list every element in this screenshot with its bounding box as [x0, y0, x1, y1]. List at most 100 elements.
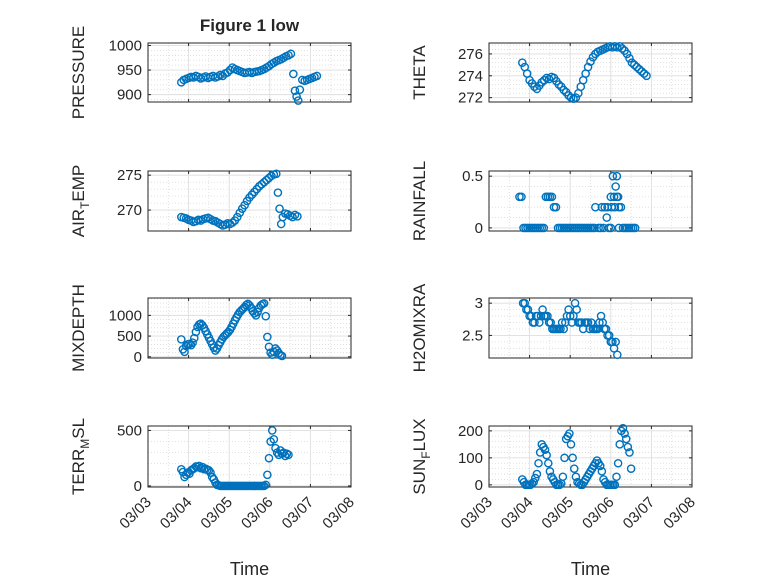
chart-6-point	[282, 449, 292, 459]
chart-2-ylabel-suffix: EMP	[69, 165, 88, 202]
chart-4-point	[176, 335, 186, 344]
chart-1-point	[625, 54, 634, 63]
chart-7-point	[532, 469, 542, 479]
chart-0-point	[289, 69, 298, 79]
chart-2-axes: 270 275 AIRTEMP	[69, 165, 352, 238]
chart-3-point	[612, 171, 622, 181]
chart-2-ylabel-main: AIR	[69, 209, 88, 237]
chart-3-point	[616, 202, 626, 212]
chart-7-point	[545, 467, 555, 476]
chart-1-ytick-label: 276	[458, 46, 483, 63]
chart-7-point	[610, 480, 620, 490]
chart-1-frame	[488, 42, 693, 103]
chart-0-plot-area	[148, 43, 351, 102]
chart-7-point	[530, 473, 540, 483]
chart-3-point	[591, 202, 600, 212]
chart-5-point	[572, 305, 582, 314]
chart-7-xtick-label: 03/07	[620, 494, 659, 533]
chart-6-xlabel: Time	[230, 559, 269, 579]
chart-2-point	[254, 182, 264, 191]
chart-7-point	[542, 450, 551, 460]
chart-4-point	[188, 338, 197, 347]
chart-7-ylabel-main: SUN	[410, 459, 429, 495]
chart-2-ylabel: AIRTEMP	[69, 165, 92, 238]
chart-1-point	[530, 82, 539, 91]
chart-1-point	[554, 80, 564, 89]
chart-3-point	[614, 223, 624, 233]
chart-2-point	[228, 218, 237, 227]
chart-7-point	[620, 429, 629, 438]
chart-5-ylabel: H2OMIXRA	[410, 283, 429, 372]
chart-7-point	[623, 442, 633, 452]
chart-3-point	[551, 202, 561, 212]
chart-6-markers	[176, 426, 293, 491]
chart-7-markers	[517, 423, 636, 490]
chart-4-point	[263, 332, 272, 342]
figure-title: Figure 1 low	[200, 16, 300, 35]
chart-2-point	[257, 179, 266, 189]
chart-2-ylabel-sub: T	[78, 201, 92, 209]
chart-6-point	[206, 468, 215, 477]
chart-6-ylabel-suffix: SL	[69, 418, 88, 439]
chart-1-ytick-label: 274	[458, 68, 483, 85]
chart-4-point	[253, 307, 262, 317]
chart-6-point	[284, 450, 293, 460]
chart-5-ytick-label: 2.5	[462, 327, 483, 344]
chart-7-point	[566, 440, 576, 449]
chart-6-ytick-label: 0	[134, 478, 142, 495]
chart-7-ylabel: SUNFLUX	[410, 418, 433, 494]
chart-1-point	[632, 62, 642, 72]
chart-7-point	[618, 423, 628, 433]
chart-7-ylabel-sub: F	[419, 451, 433, 458]
chart-3-point	[606, 223, 616, 233]
chart-1-point	[571, 93, 581, 102]
chart-6-point	[269, 435, 279, 444]
chart-6-point	[263, 470, 272, 480]
chart-6-xtick-label: 03/05	[197, 494, 236, 533]
chart-2-markers	[176, 169, 302, 230]
chart-3-point	[630, 223, 640, 233]
chart-6-point	[271, 443, 280, 453]
chart-7-xtick-label: 03/03	[457, 494, 496, 533]
chart-1-point	[559, 85, 569, 95]
chart-1-point	[637, 67, 646, 76]
chart-3-ytick-label: 0.5	[462, 168, 483, 185]
chart-1-point	[630, 60, 639, 70]
chart-7-point	[569, 464, 579, 473]
chart-3-point	[597, 202, 607, 212]
chart-6-ylabel: TERRMSL	[69, 418, 92, 495]
chart-7-xtick-label: 03/06	[579, 494, 618, 533]
chart-7-point	[621, 434, 631, 444]
chart-0-ylabel: PRESSURE	[69, 26, 88, 120]
chart-0-ytick-label: 1000	[109, 37, 142, 54]
chart-1-axes: 272 274 276 THETA	[410, 41, 693, 107]
chart-6-ylabel-sub: M	[78, 439, 92, 449]
chart-4-point	[277, 351, 287, 361]
chart-7-ytick-label: 0	[475, 477, 483, 494]
chart-7-axes: 0 100 200 03/03 03/04 03/05 03/06 03/07 03/08 Tim…	[410, 418, 699, 579]
chart-7-point	[625, 448, 634, 457]
chart-1-point	[617, 44, 627, 53]
chart-7-point	[612, 472, 621, 482]
chart-1-ytick-label: 272	[458, 90, 483, 107]
chart-2-point	[233, 212, 242, 222]
chart-5-point	[569, 311, 578, 321]
chart-4-frame	[147, 297, 352, 359]
chart-6-point	[261, 480, 271, 490]
chart-4-ytick-label: 1000	[109, 307, 142, 324]
chart-7-point	[626, 464, 636, 473]
chart-1-point	[537, 78, 547, 87]
chart-7-ytick-label: 100	[458, 450, 483, 467]
chart-6-point	[267, 426, 277, 435]
chart-1-point	[615, 41, 625, 51]
chart-7-xtick-label: 03/05	[538, 494, 577, 533]
chart-2-ytick-label: 275	[117, 167, 142, 184]
chart-4-point	[261, 311, 271, 321]
chart-2-point	[262, 175, 271, 185]
chart-3-ylabel: RAINFALL	[410, 161, 429, 241]
chart-6-ytick-label: 500	[117, 422, 142, 439]
chart-4-ytick-label: 500	[117, 328, 142, 345]
chart-3-point	[539, 223, 549, 233]
